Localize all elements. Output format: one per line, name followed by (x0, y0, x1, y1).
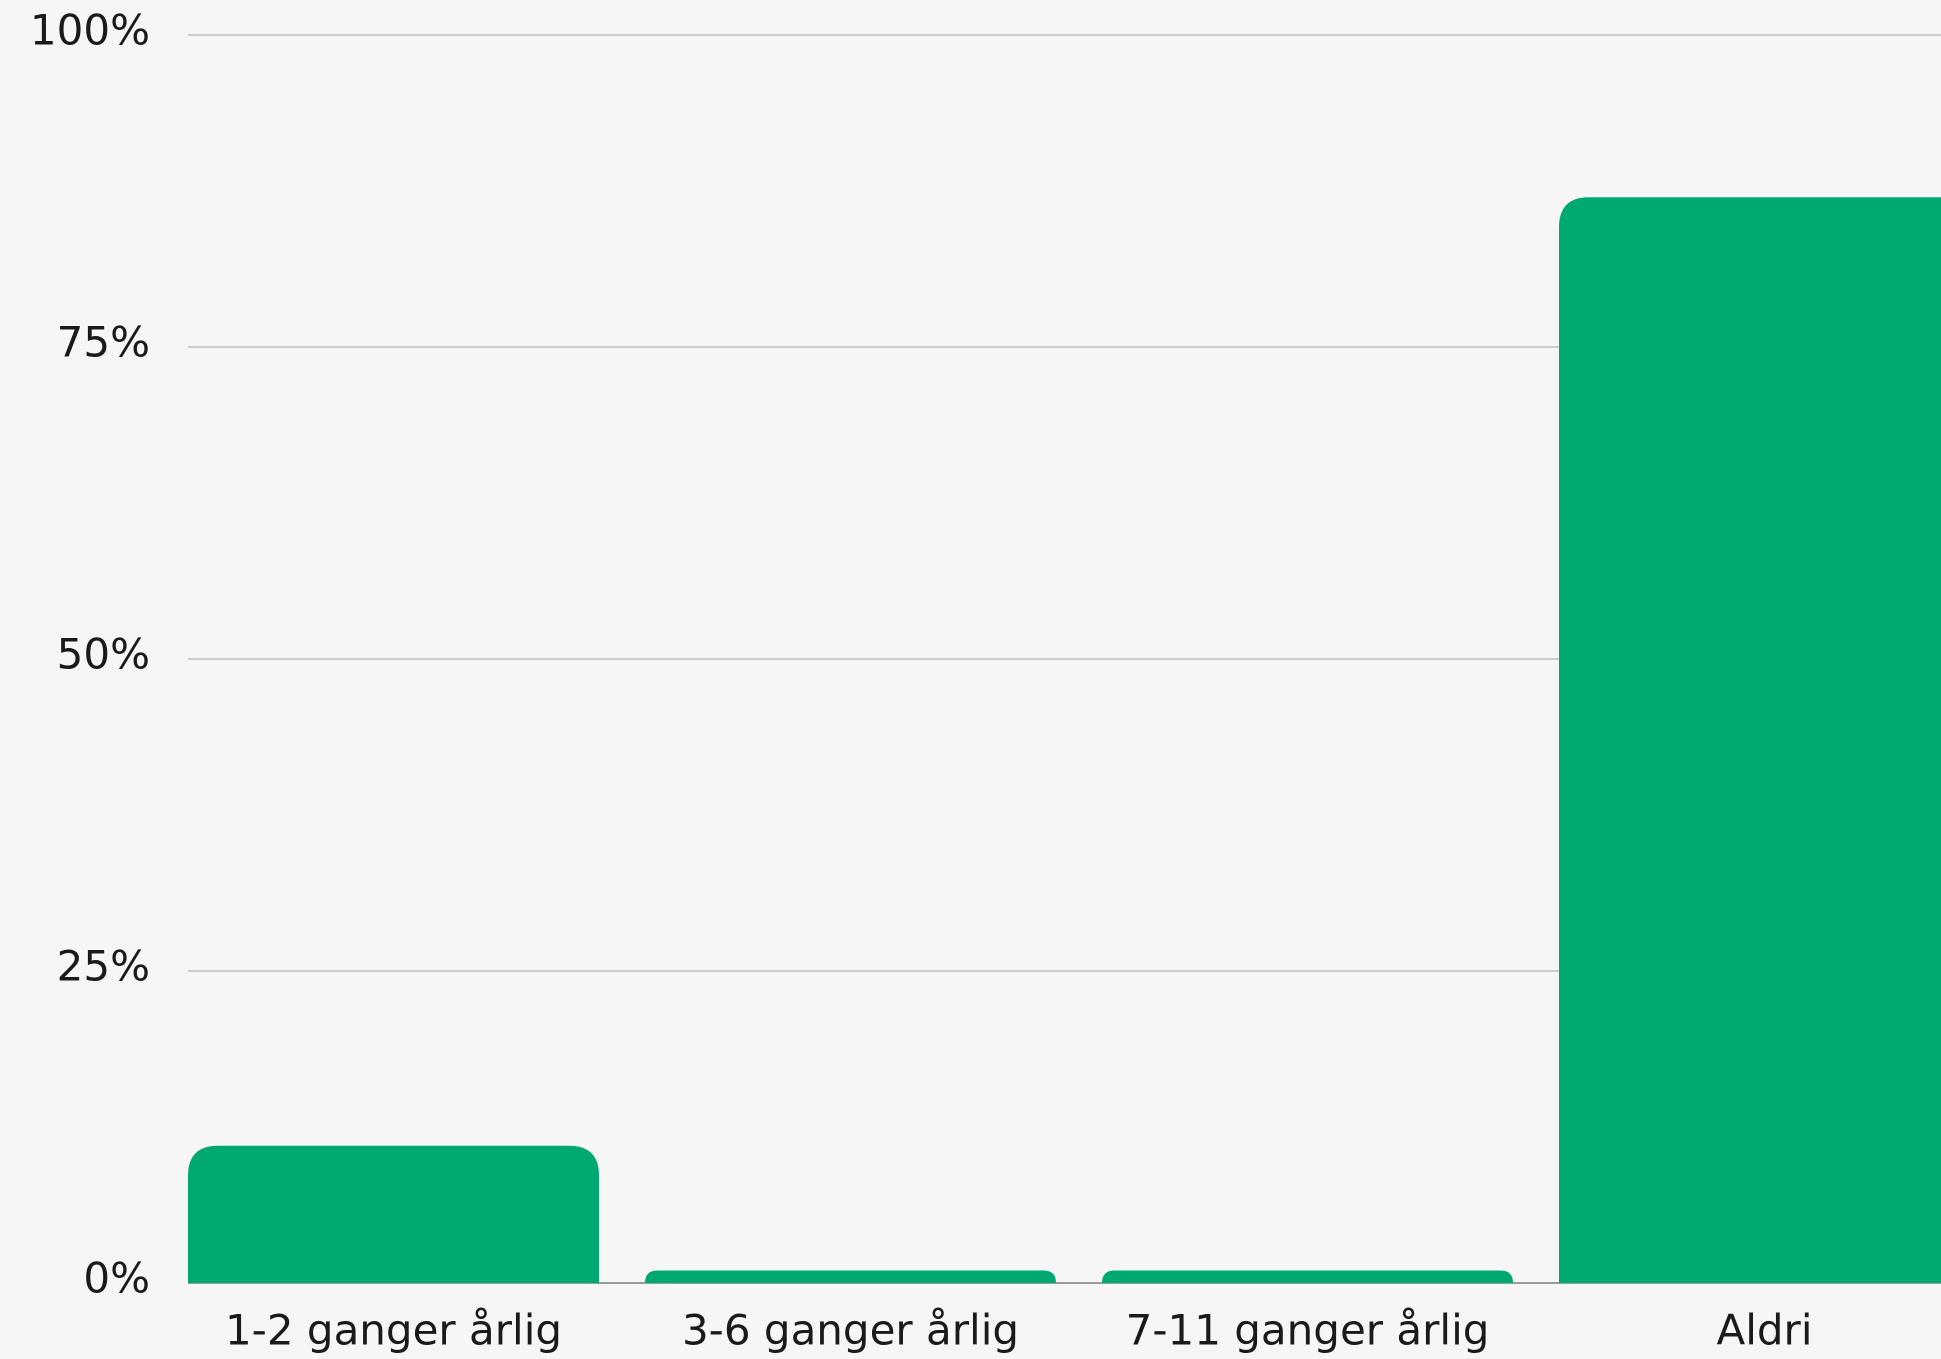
y-tick-label: 100% (30, 6, 150, 55)
y-tick-label: 0% (83, 1254, 150, 1303)
bar (188, 1145, 599, 1283)
bar (1102, 1270, 1513, 1283)
y-tick-label: 50% (57, 630, 150, 679)
bar (645, 1270, 1056, 1283)
x-tick-label: 7-11 ganger årlig (1126, 1306, 1490, 1355)
bar (1559, 197, 1941, 1283)
y-tick-label: 25% (57, 942, 150, 991)
x-tick-label: 1-2 ganger årlig (225, 1306, 562, 1355)
x-tick-label: 3-6 ganger årlig (682, 1306, 1019, 1355)
x-tick-label: Aldri (1717, 1306, 1813, 1355)
y-tick-label: 75% (57, 318, 150, 367)
